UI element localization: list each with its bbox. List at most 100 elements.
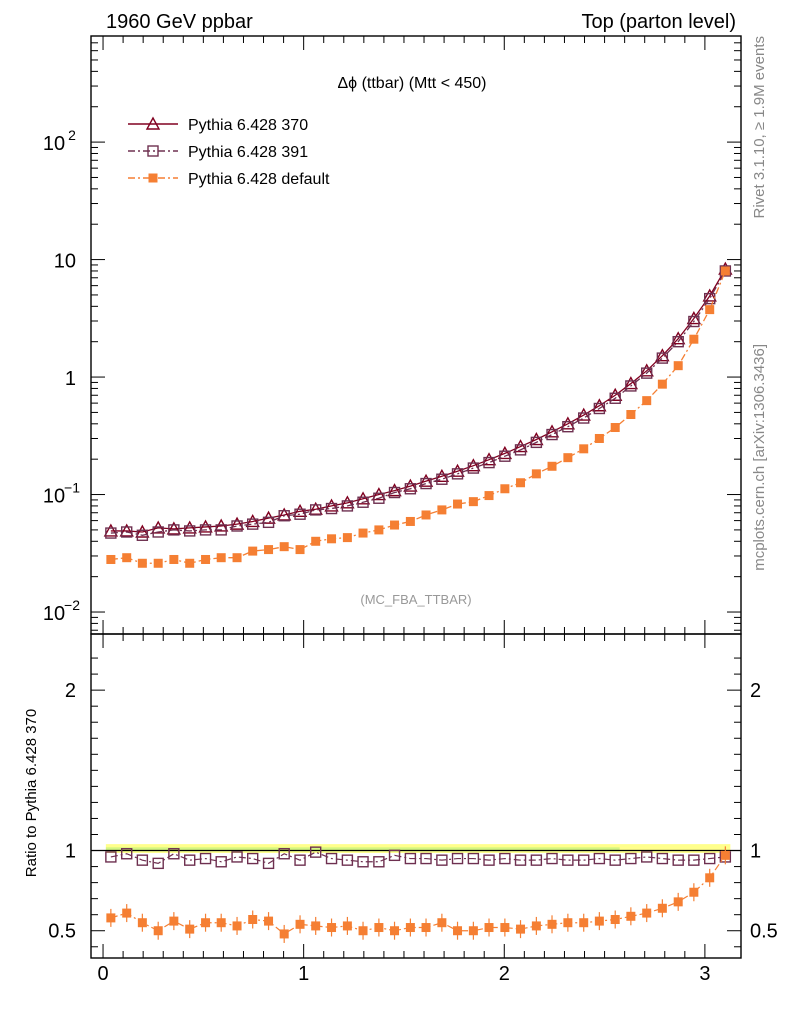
- data-point: [593, 402, 606, 415]
- data-point: [216, 553, 226, 563]
- data-point: [547, 461, 557, 471]
- ratio-point: [232, 921, 242, 931]
- ratio-point: [609, 854, 621, 866]
- main-ytick-label: 10: [43, 486, 65, 508]
- data-point: [342, 533, 352, 543]
- ratio-point: [106, 913, 116, 923]
- ratio-point: [248, 915, 258, 925]
- data-point: [420, 477, 432, 490]
- ratio-ytick-label-right: 0.5: [750, 921, 778, 943]
- ratio-line: [110, 851, 726, 865]
- data-point: [405, 516, 415, 526]
- data-point: [418, 473, 434, 487]
- ratio-point: [358, 926, 368, 936]
- ratio-point: [201, 918, 211, 928]
- data-point: [672, 335, 684, 348]
- chart-title: Δϕ (ttbar) (Mtt < 450): [337, 75, 486, 92]
- main-ytick-label: 10: [43, 133, 65, 155]
- data-point: [560, 416, 576, 430]
- data-point: [579, 444, 589, 454]
- data-point: [656, 352, 669, 364]
- data-point: [563, 453, 573, 463]
- data-point: [546, 428, 558, 441]
- ratio-point: [436, 854, 448, 866]
- data-point: [232, 553, 242, 563]
- ratio-point: [579, 918, 589, 928]
- ratio-point: [309, 846, 322, 858]
- ratio-point: [279, 929, 289, 939]
- ratio-ytick-label-right: 1: [750, 841, 761, 863]
- ratio-point: [451, 852, 464, 865]
- ratio-point: [593, 852, 606, 865]
- data-point: [264, 545, 274, 555]
- data-point: [516, 478, 526, 488]
- data-point: [169, 554, 179, 564]
- ratio-point: [405, 923, 415, 933]
- data-point: [341, 500, 354, 512]
- data-point: [404, 483, 417, 495]
- ratio-point: [216, 918, 226, 928]
- ratio-point: [672, 854, 684, 866]
- rivet-label: Rivet 3.1.10, ≥ 1.9M events: [751, 36, 768, 219]
- data-point: [231, 520, 243, 532]
- data-point: [388, 486, 401, 499]
- data-point: [626, 410, 636, 420]
- ratio-point: [516, 924, 526, 934]
- ratio-point: [262, 857, 275, 870]
- data-point: [311, 536, 321, 546]
- data-point: [688, 315, 700, 328]
- data-point: [451, 468, 464, 480]
- ratio-frame: [90, 633, 742, 959]
- data-point: [245, 513, 260, 528]
- ratio-point: [467, 852, 480, 865]
- ratio-point: [689, 887, 699, 897]
- legend-label: Pythia 6.428 default: [188, 171, 330, 188]
- data-point: [340, 495, 355, 509]
- data-point: [105, 527, 117, 539]
- data-point: [625, 380, 637, 392]
- main-series: [103, 261, 733, 568]
- ratio-point: [562, 854, 574, 866]
- ratio-point: [641, 851, 653, 863]
- xtick-label: 2: [499, 963, 510, 985]
- data-point: [421, 510, 431, 520]
- main-ytick-exponent: −1: [64, 480, 80, 496]
- ratio-axes: 0.5 0.5 1 1 2 2 0 1 2 3: [48, 633, 778, 985]
- data-point: [500, 484, 510, 494]
- ratio-point: [374, 923, 384, 933]
- ratio-point: [121, 848, 133, 860]
- data-point: [436, 473, 448, 485]
- data-point: [122, 553, 132, 563]
- data-point: [152, 526, 164, 538]
- data-point: [450, 463, 465, 477]
- data-point: [576, 407, 591, 421]
- ratio-point: [483, 854, 495, 866]
- ratio-point: [656, 852, 669, 865]
- ratio-point: [152, 857, 164, 870]
- data-point: [483, 456, 495, 469]
- legend-marker: [145, 116, 161, 130]
- legend-marker: [148, 173, 158, 183]
- data-point: [642, 396, 652, 406]
- data-point: [702, 288, 717, 302]
- data-point: [434, 468, 450, 482]
- ratio-point: [547, 919, 557, 929]
- ratio-point: [546, 852, 558, 865]
- data-point: [531, 469, 541, 479]
- data-point: [641, 367, 653, 379]
- data-point: [182, 520, 197, 534]
- xtick-label: 0: [97, 963, 108, 985]
- data-point: [168, 524, 180, 536]
- series-line: [110, 270, 726, 564]
- data-point: [609, 392, 621, 404]
- data-point: [121, 526, 133, 538]
- data-point: [119, 523, 134, 537]
- data-point: [657, 379, 667, 389]
- data-point: [468, 497, 478, 507]
- ratio-point: [420, 852, 432, 865]
- ratio-point: [704, 852, 716, 865]
- ratio-point: [642, 908, 652, 918]
- data-point: [324, 498, 339, 512]
- ratio-point: [264, 916, 274, 926]
